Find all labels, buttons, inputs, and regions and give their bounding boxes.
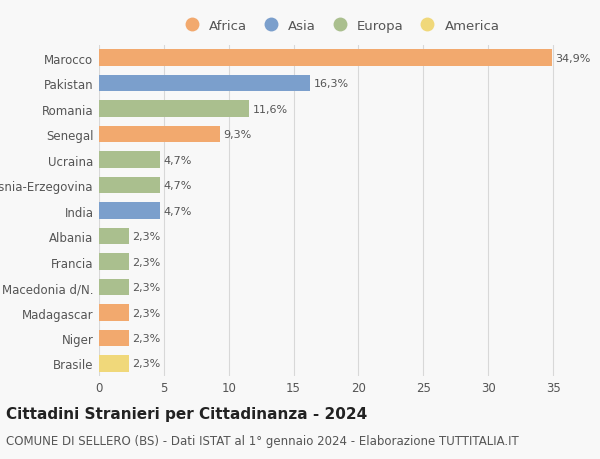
Bar [99, 178, 160, 194]
Text: 2,3%: 2,3% [132, 257, 160, 267]
Text: 4,7%: 4,7% [163, 181, 191, 190]
Legend: Africa, Asia, Europa, America: Africa, Asia, Europa, America [179, 20, 499, 33]
Text: 2,3%: 2,3% [132, 282, 160, 292]
Bar [99, 355, 129, 372]
Bar [99, 330, 129, 347]
Text: 11,6%: 11,6% [253, 105, 288, 114]
Text: 4,7%: 4,7% [163, 155, 191, 165]
Bar [99, 254, 129, 270]
Bar [99, 228, 129, 245]
Text: Cittadini Stranieri per Cittadinanza - 2024: Cittadini Stranieri per Cittadinanza - 2… [6, 406, 367, 421]
Bar [99, 152, 160, 168]
Bar [99, 101, 250, 118]
Text: 2,3%: 2,3% [132, 308, 160, 318]
Text: 34,9%: 34,9% [555, 54, 590, 64]
Bar [99, 127, 220, 143]
Text: COMUNE DI SELLERO (BS) - Dati ISTAT al 1° gennaio 2024 - Elaborazione TUTTITALIA: COMUNE DI SELLERO (BS) - Dati ISTAT al 1… [6, 434, 519, 447]
Bar [99, 279, 129, 296]
Bar [99, 305, 129, 321]
Bar [99, 203, 160, 219]
Text: 4,7%: 4,7% [163, 206, 191, 216]
Text: 2,3%: 2,3% [132, 358, 160, 369]
Text: 2,3%: 2,3% [132, 333, 160, 343]
Bar [99, 50, 552, 67]
Text: 16,3%: 16,3% [314, 79, 349, 89]
Text: 9,3%: 9,3% [223, 130, 251, 140]
Bar [99, 76, 310, 92]
Text: 2,3%: 2,3% [132, 232, 160, 241]
